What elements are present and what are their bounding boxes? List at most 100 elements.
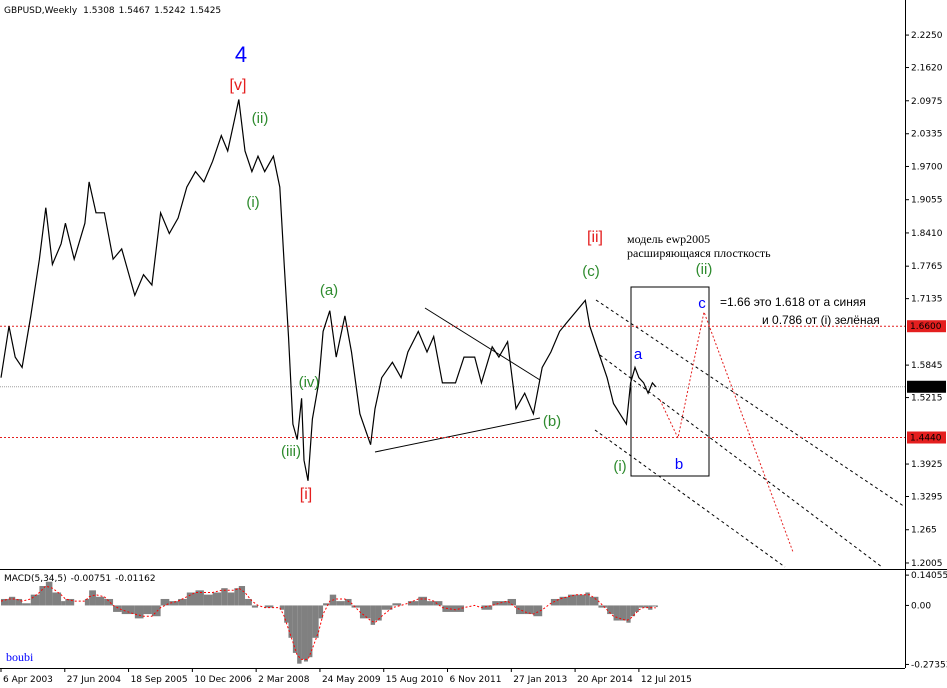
macd-bar	[303, 605, 308, 662]
macd-bar	[251, 605, 259, 608]
macd-bar	[178, 598, 187, 606]
annotation: (iv)	[299, 374, 320, 391]
macd-bar	[292, 605, 298, 653]
annotation: (a)	[320, 282, 338, 299]
y-tick-label: 1.7135	[911, 295, 943, 305]
y-tick-label: 2.0335	[911, 130, 943, 140]
signal-line	[0, 585, 656, 660]
channel-line	[599, 354, 883, 568]
y-tick-label: 1.3925	[911, 460, 943, 470]
macd-bar	[655, 605, 658, 608]
macd-bar	[344, 598, 352, 606]
annotation: (ii)	[252, 110, 269, 127]
x-tick-label: 15 Aug 2010	[386, 675, 444, 685]
macd-bar	[370, 605, 376, 625]
y-tick-label: 1.265	[911, 526, 937, 536]
y-tick-label: 1.2005	[911, 559, 943, 569]
macd-bar	[279, 605, 285, 610]
macd-bar	[323, 603, 330, 606]
macd-bar	[113, 605, 122, 612]
macd-bar	[264, 605, 274, 608]
chart-header: GBPUSD,Weekly 1.5308 1.5467 1.5242 1.5425	[4, 6, 221, 16]
macd-bar	[427, 601, 434, 606]
macd-bar	[533, 605, 543, 617]
annotation: модель ewp2005	[627, 232, 710, 246]
y-tick-label: 1.9700	[911, 162, 943, 172]
y-tick-label: 1.5215	[911, 394, 943, 404]
macd-bar	[301, 605, 304, 660]
macd-bar	[0, 598, 9, 606]
macd-bar	[455, 605, 465, 612]
low: 1.5242	[154, 6, 186, 16]
macd-bar	[297, 605, 302, 664]
macd-bar	[589, 596, 599, 606]
current-price-box	[907, 380, 946, 393]
macd-bar	[375, 605, 382, 621]
y-tick-label: 1.9055	[911, 196, 943, 206]
macd-bar	[195, 590, 204, 606]
macd-bar	[598, 605, 608, 608]
macd-bar	[481, 605, 493, 610]
annotation: (ii)	[696, 261, 713, 278]
y-tick-label: 1.8410	[911, 229, 943, 239]
macd-bar	[613, 605, 620, 621]
macd-bar	[318, 605, 324, 619]
macd-bar	[407, 601, 419, 606]
annotation: и 0.786 от (i) зелёная	[762, 313, 880, 327]
macd-bar	[212, 592, 222, 606]
x-tick-label: 27 Jan 2013	[513, 675, 567, 685]
close: 1.5425	[190, 6, 222, 16]
macd-bar	[516, 605, 525, 615]
macd-bar	[351, 605, 360, 608]
macd-bar	[643, 605, 649, 608]
y-tick-label: 0.14055	[911, 571, 947, 581]
macd-bar	[186, 592, 196, 606]
level-label-box	[907, 320, 946, 333]
macd-bar	[492, 601, 499, 606]
macd-bar	[221, 588, 228, 606]
x-tick-label: 12 Jul 2015	[641, 675, 692, 685]
macd-bar	[8, 596, 16, 606]
y-tick-label: 1.5845	[911, 361, 943, 371]
macd-bar	[52, 592, 62, 606]
macd-bar	[143, 605, 152, 615]
macd-bar	[498, 601, 508, 606]
y-tick-label: 2.1620	[911, 64, 943, 74]
macd-bar	[104, 598, 114, 606]
macd-bar	[160, 598, 170, 606]
projection-path	[659, 310, 794, 553]
x-tick-label: 6 Apr 2003	[3, 675, 53, 685]
macd-bar	[630, 605, 636, 617]
price-line	[0, 99, 657, 481]
x-tick-label: 2 Mar 2008	[258, 675, 310, 685]
macd-bar	[359, 605, 371, 619]
x-tick-label: 6 Nov 2011	[450, 675, 502, 685]
macd-bar	[45, 581, 53, 606]
macd-bar	[307, 605, 313, 658]
macd-bar	[442, 605, 456, 612]
x-tick-label: 10 Dec 2006	[194, 675, 252, 685]
macd-bar	[652, 605, 656, 607]
annotation: [i]	[300, 486, 312, 503]
triangle-line	[374, 417, 541, 453]
macd-bar	[585, 592, 590, 606]
annotation: boubi	[6, 650, 34, 664]
macd-bar	[22, 603, 31, 606]
macd-bar	[121, 605, 135, 615]
triangle-line	[424, 307, 541, 381]
macd-bar	[245, 598, 252, 606]
current-price-label: 1.5425	[910, 383, 942, 393]
macd-bar	[30, 594, 40, 606]
macd-bar	[635, 605, 639, 612]
indicator-header: MACD(5,34,5) -0.00751 -0.01162	[4, 574, 156, 584]
x-tick-label: 20 Apr 2014	[577, 675, 633, 685]
x-tick-label: 27 Jun 2004	[67, 675, 121, 685]
annotation: [ii]	[587, 229, 603, 246]
level-label: 1.6600	[910, 322, 942, 332]
annotation: =1.66 это 1.618 от а синяя	[720, 295, 866, 309]
macd-bar	[89, 590, 96, 606]
macd-bar	[433, 601, 443, 606]
